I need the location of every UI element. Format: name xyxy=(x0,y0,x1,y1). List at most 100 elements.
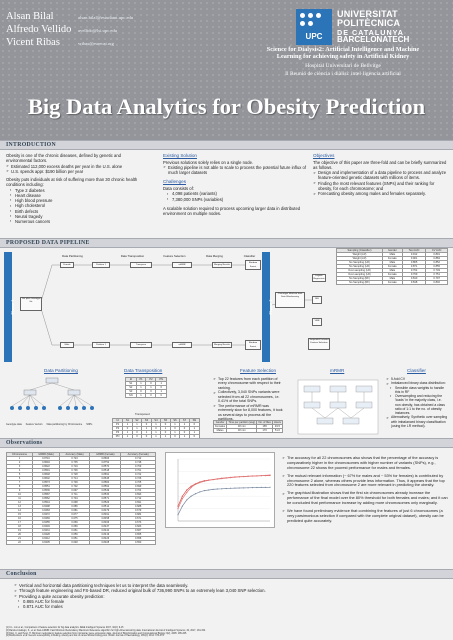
author-name: Alfredo Vellido xyxy=(6,24,72,35)
section-bar-introduction: INTRODUCTION xyxy=(0,140,453,150)
data-point xyxy=(260,475,262,477)
data-point xyxy=(243,487,245,489)
data-partitioning-label: Data Partitioning xyxy=(44,368,78,373)
list-item: Top 22 features from each partition of e… xyxy=(213,377,283,390)
col-header: Time per partition (avg) xyxy=(226,420,258,425)
table-row: No Sampling (RF) Female 0.818 0.802 xyxy=(336,280,448,285)
stage-label: Data Partitioning xyxy=(62,254,83,258)
data-point xyxy=(256,475,258,477)
list-item: Type 2 diabetes xyxy=(6,188,146,193)
challenges-list: 4,098 patients (variants) 7,380,000 SNPs… xyxy=(163,191,308,202)
data-point xyxy=(190,486,192,489)
random-forest-box: Random Forest xyxy=(245,260,261,270)
transposed-caption: Transposed xyxy=(135,412,150,416)
legend-item: Data partitioning by Chromosome xyxy=(46,423,83,426)
data-point xyxy=(229,477,232,479)
list-item: Collectively, 3,040 SNPs variants were s… xyxy=(213,390,283,403)
author-row: Alfredo Vellido avellido@lsi.upc.edu xyxy=(6,24,133,37)
intro-lead: Obesity is one of the chronic diseases, … xyxy=(6,153,121,164)
results-table: Sampling (Classifier) Gender Test AUC CV… xyxy=(336,248,448,285)
transposed-matrix-body: P1 1 1 0 1 0 1 1 0 P2 0 1 1 0 1 0 0 1 P3 1 0 1 1 0 1 0 1 PN 1 0 0 1 1 0 1 0 xyxy=(111,422,201,439)
table-row: SN 1 0 0 xyxy=(125,393,167,398)
existing-lead: Previous solutions solely relies on a si… xyxy=(163,159,254,165)
data-point xyxy=(203,490,205,492)
list-item: High cholesterol xyxy=(6,203,146,208)
author-list: Alsan Bilal alsan.bilal@estudiant.upc.ed… xyxy=(6,11,133,50)
chromosome-results-body: 1 0.8710 0.723 0.8663 0.712 2 0.8694 0.735 0.875… xyxy=(5,456,156,545)
observation-text: The accuracy for all 22 chromosomes also… xyxy=(282,455,448,524)
input-genotype-box: The plain Genotype file xyxy=(20,297,42,311)
random-forest-box: Random Forest xyxy=(245,340,261,350)
header-dot-pattern xyxy=(0,0,453,143)
stage-label: Data Merging xyxy=(206,254,223,258)
table-cell: 170 xyxy=(256,428,273,433)
data-point xyxy=(238,476,240,478)
list-item: 7,380,000 SNPs (variables) xyxy=(163,197,308,202)
data-point xyxy=(216,488,219,490)
upc-logo: UPC xyxy=(296,9,332,45)
list-item: Vertical and horizontal data partitionin… xyxy=(14,583,434,588)
partition-box: Partition 1 xyxy=(92,262,110,268)
reference-item: [1] C.L. Lim et al., Comparison of featu… xyxy=(6,627,124,629)
list-item: Birth defects xyxy=(6,209,146,214)
intro-existing: Existing Solution Previous solutions sol… xyxy=(163,153,308,216)
table-cell: 18 min xyxy=(226,428,258,433)
chart-axes xyxy=(177,459,270,522)
legend-item: SNPs xyxy=(86,423,93,426)
logo-text: UPC xyxy=(305,32,323,41)
table-row: P3 1 0 1 1 0 1 0 1 xyxy=(111,430,201,435)
results-table-body: Weight (LR) Male 0.912 0.891 Weight (LR) Fema… xyxy=(336,252,448,285)
intro-objectives: Objectives The objective of this paper a… xyxy=(313,153,447,196)
author-row: Alsan Bilal alsan.bilal@estudiant.upc.ed… xyxy=(6,11,133,24)
author-email[interactable]: vribas@eurecat.org xyxy=(78,41,114,46)
list-item: The performance of mRMR was extremely sl… xyxy=(213,404,283,422)
challenges-heading: Challenges xyxy=(163,179,186,185)
legend-item: Feature Vectors xyxy=(25,423,43,426)
merge-box: Merging Results xyxy=(212,262,232,268)
table-header-row: Gender Time per partition (avg) No. of f… xyxy=(212,420,284,425)
leaf-node xyxy=(66,406,70,410)
list-item: Design and implementation of a data pipe… xyxy=(313,170,447,181)
legend-item: Genotype data xyxy=(6,423,22,426)
list-item: Neural tragedy xyxy=(6,214,146,219)
data-point xyxy=(190,485,192,487)
data-point xyxy=(238,487,240,489)
accuracy-chart-svg xyxy=(177,458,271,522)
list-item: Numerous cancers xyxy=(6,219,146,224)
reference-item: [2] Ramirez-Gallego, S., et al. Fast-mRM… xyxy=(6,629,206,632)
data-point xyxy=(208,489,210,491)
author-email[interactable]: alsan.bilal@estudiant.upc.edu xyxy=(78,15,134,20)
table-row: 12 0.8544 0.698 0.8526 0.691 xyxy=(5,500,156,505)
section-title: PROPOSED DATA PIPELINE xyxy=(6,240,90,246)
data-point xyxy=(199,481,201,484)
list-item: Existing pipeline is not able to scale t… xyxy=(163,165,308,176)
table-row: 11 0.8562 0.704 0.8571 0.712 xyxy=(5,496,156,501)
table-row: Males 18 min 170 51.0 xyxy=(212,428,284,433)
data-point xyxy=(181,498,183,500)
author-row: Vicent Ribas vribas@eurecat.org xyxy=(6,37,133,50)
col-header: No. of files xyxy=(256,420,273,425)
university-line3: BARCELONATECH xyxy=(337,35,410,45)
author-email[interactable]: avellido@lsi.upc.edu xyxy=(78,28,117,33)
classifier-label: Classifier xyxy=(407,368,426,373)
merge-box: Merging Results xyxy=(212,342,232,348)
table-row: 8 0.8551 0.702 0.8562 0.699 xyxy=(5,484,156,489)
table-cell: 0.818 xyxy=(401,280,427,285)
event-subtitle: Il Reunió de ciència i diàlisi: intel·li… xyxy=(285,71,401,77)
male-box: Male xyxy=(60,342,74,348)
leaf-node xyxy=(10,406,14,410)
list-item: The mutual relevant information (~ 67% f… xyxy=(282,473,448,489)
table-cell: 0.650 xyxy=(120,540,156,545)
data-point xyxy=(243,476,245,478)
section-bar-pipeline: PROPOSED DATA PIPELINE xyxy=(0,238,453,248)
conclusion-sublist: 0.865 AUC for female 0.871 AUC for males xyxy=(14,599,434,610)
data-point xyxy=(181,495,183,497)
leaf-node xyxy=(42,406,46,410)
event-venue: Hospital Universitari de Bellvitge xyxy=(305,63,381,69)
table-cell: No Sampling (RF) xyxy=(336,280,383,285)
list-item: We have found preliminary evidence that … xyxy=(282,508,448,524)
feature-selection-bullets: Top 22 features from each partition of e… xyxy=(213,377,283,422)
table-cell: 51.0 xyxy=(271,428,284,433)
partitioning-tree-diagram xyxy=(10,377,94,410)
data-point xyxy=(194,493,197,495)
